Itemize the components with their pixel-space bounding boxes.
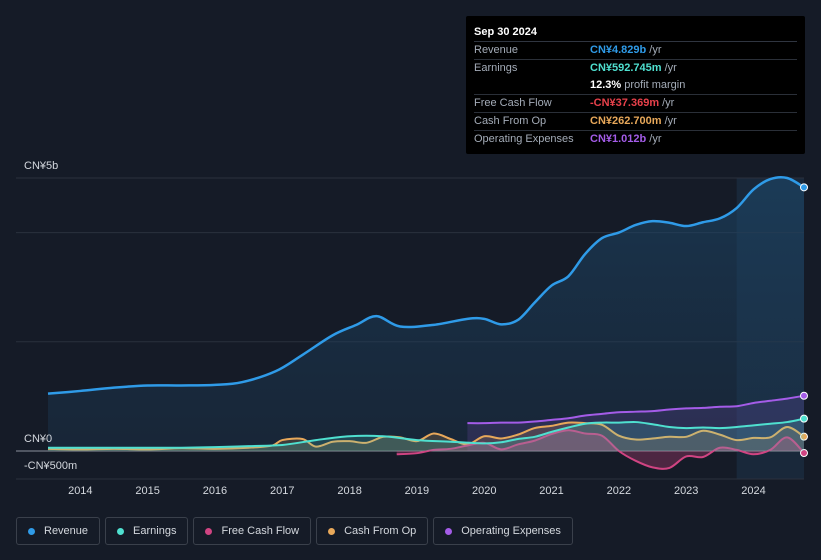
tooltip-value: CN¥1.012b bbox=[590, 133, 647, 145]
tooltip-value: 12.3% bbox=[590, 79, 622, 91]
earnings-endpoint bbox=[800, 414, 808, 423]
legend-item-revenue[interactable]: Revenue bbox=[16, 517, 101, 545]
xtick-label: 2019 bbox=[404, 485, 430, 497]
tooltip-row-opex: Operating Expenses CN¥1.012b /yr bbox=[474, 131, 797, 148]
xtick-label: 2021 bbox=[539, 485, 564, 497]
tooltip-unit: /yr bbox=[664, 62, 677, 74]
ytick-label: -CN¥500m bbox=[24, 460, 78, 472]
legend-item-free-cash-flow[interactable]: Free Cash Flow bbox=[193, 517, 312, 545]
cash-from-op-dot-icon bbox=[328, 527, 336, 535]
tooltip-row-earnings: Earnings CN¥592.745m /yr bbox=[474, 60, 797, 77]
xtick-label: 2020 bbox=[471, 485, 497, 497]
cash-from-op-line bbox=[47, 421, 805, 451]
tooltip-label: Cash From Op bbox=[474, 115, 547, 127]
free-cash-flow-endpoint bbox=[800, 449, 808, 458]
tooltip-row-cfo: Cash From Op CN¥262.700m /yr bbox=[474, 113, 797, 131]
revenue-endpoint bbox=[800, 183, 808, 192]
tooltip-label: Revenue bbox=[474, 44, 519, 56]
xtick-label: 2024 bbox=[741, 485, 766, 497]
operating-expenses-dot-icon bbox=[445, 527, 453, 535]
legend-label: Free Cash Flow bbox=[221, 525, 300, 537]
xtick-label: 2015 bbox=[135, 485, 160, 497]
tooltip-row-margin: 12.3% profit margin bbox=[474, 77, 797, 95]
tooltip-value: CN¥4.829b bbox=[590, 44, 647, 56]
earnings-area bbox=[48, 418, 804, 451]
tooltip-label bbox=[474, 77, 590, 94]
tooltip-row-fcf: Free Cash Flow -CN¥37.369m /yr bbox=[474, 95, 797, 113]
xtick-label: 2023 bbox=[673, 485, 699, 497]
xtick-label: 2017 bbox=[270, 485, 295, 497]
xtick-label: 2016 bbox=[202, 485, 228, 497]
tooltip-label: Operating Expenses bbox=[474, 133, 574, 145]
earnings-line bbox=[48, 417, 805, 449]
legend-item-earnings[interactable]: Earnings bbox=[105, 517, 189, 545]
legend-label: Revenue bbox=[44, 525, 89, 537]
tooltip-date: Sep 30 2024 bbox=[474, 24, 797, 42]
cash-from-op-endpoint bbox=[800, 432, 808, 441]
tooltip-unit: profit margin bbox=[624, 79, 686, 91]
xtick-label: 2018 bbox=[337, 485, 362, 497]
ytick-label: CN¥5b bbox=[24, 160, 59, 172]
legend-label: Operating Expenses bbox=[461, 525, 561, 537]
xtick-label: 2014 bbox=[68, 485, 93, 497]
tooltip-unit: /yr bbox=[662, 97, 675, 109]
legend-label: Cash From Op bbox=[344, 525, 417, 537]
xtick-label: 2022 bbox=[606, 485, 632, 497]
tooltip-unit: /yr bbox=[649, 44, 662, 56]
ytick-label: CN¥0 bbox=[24, 433, 53, 445]
tooltip-value: CN¥262.700m bbox=[590, 115, 662, 127]
legend-item-cash-from-op[interactable]: Cash From Op bbox=[316, 517, 429, 545]
legend-item-operating-expenses[interactable]: Operating Expenses bbox=[433, 517, 573, 545]
revenue-line bbox=[47, 175, 805, 395]
tooltip-value: -CN¥37.369m bbox=[590, 97, 660, 109]
tooltip-value: CN¥592.745m bbox=[590, 62, 662, 74]
tooltip-label: Free Cash Flow bbox=[474, 97, 552, 109]
tooltip-unit: /yr bbox=[649, 133, 662, 145]
revenue-area bbox=[48, 177, 804, 451]
operating-expenses-line bbox=[467, 394, 805, 425]
tooltip: Sep 30 2024 Revenue CN¥4.829b /yr Earnin… bbox=[466, 16, 805, 154]
tooltip-label: Earnings bbox=[474, 62, 518, 74]
revenue-dot-icon bbox=[28, 527, 35, 535]
tooltip-unit: /yr bbox=[664, 115, 677, 127]
earnings-dot-icon bbox=[117, 527, 125, 535]
operating-expenses-endpoint bbox=[800, 391, 808, 400]
operating-expenses-area bbox=[467, 395, 804, 451]
legend-label: Earnings bbox=[133, 525, 177, 537]
legend: Revenue Earnings Free Cash Flow Cash Fro… bbox=[16, 517, 573, 545]
free-cash-flow-area bbox=[396, 430, 804, 469]
free-cash-flow-line bbox=[396, 429, 805, 470]
free-cash-flow-dot-icon bbox=[205, 527, 213, 535]
cash-from-op-area bbox=[48, 422, 804, 451]
tooltip-row-revenue: Revenue CN¥4.829b /yr bbox=[474, 42, 797, 60]
